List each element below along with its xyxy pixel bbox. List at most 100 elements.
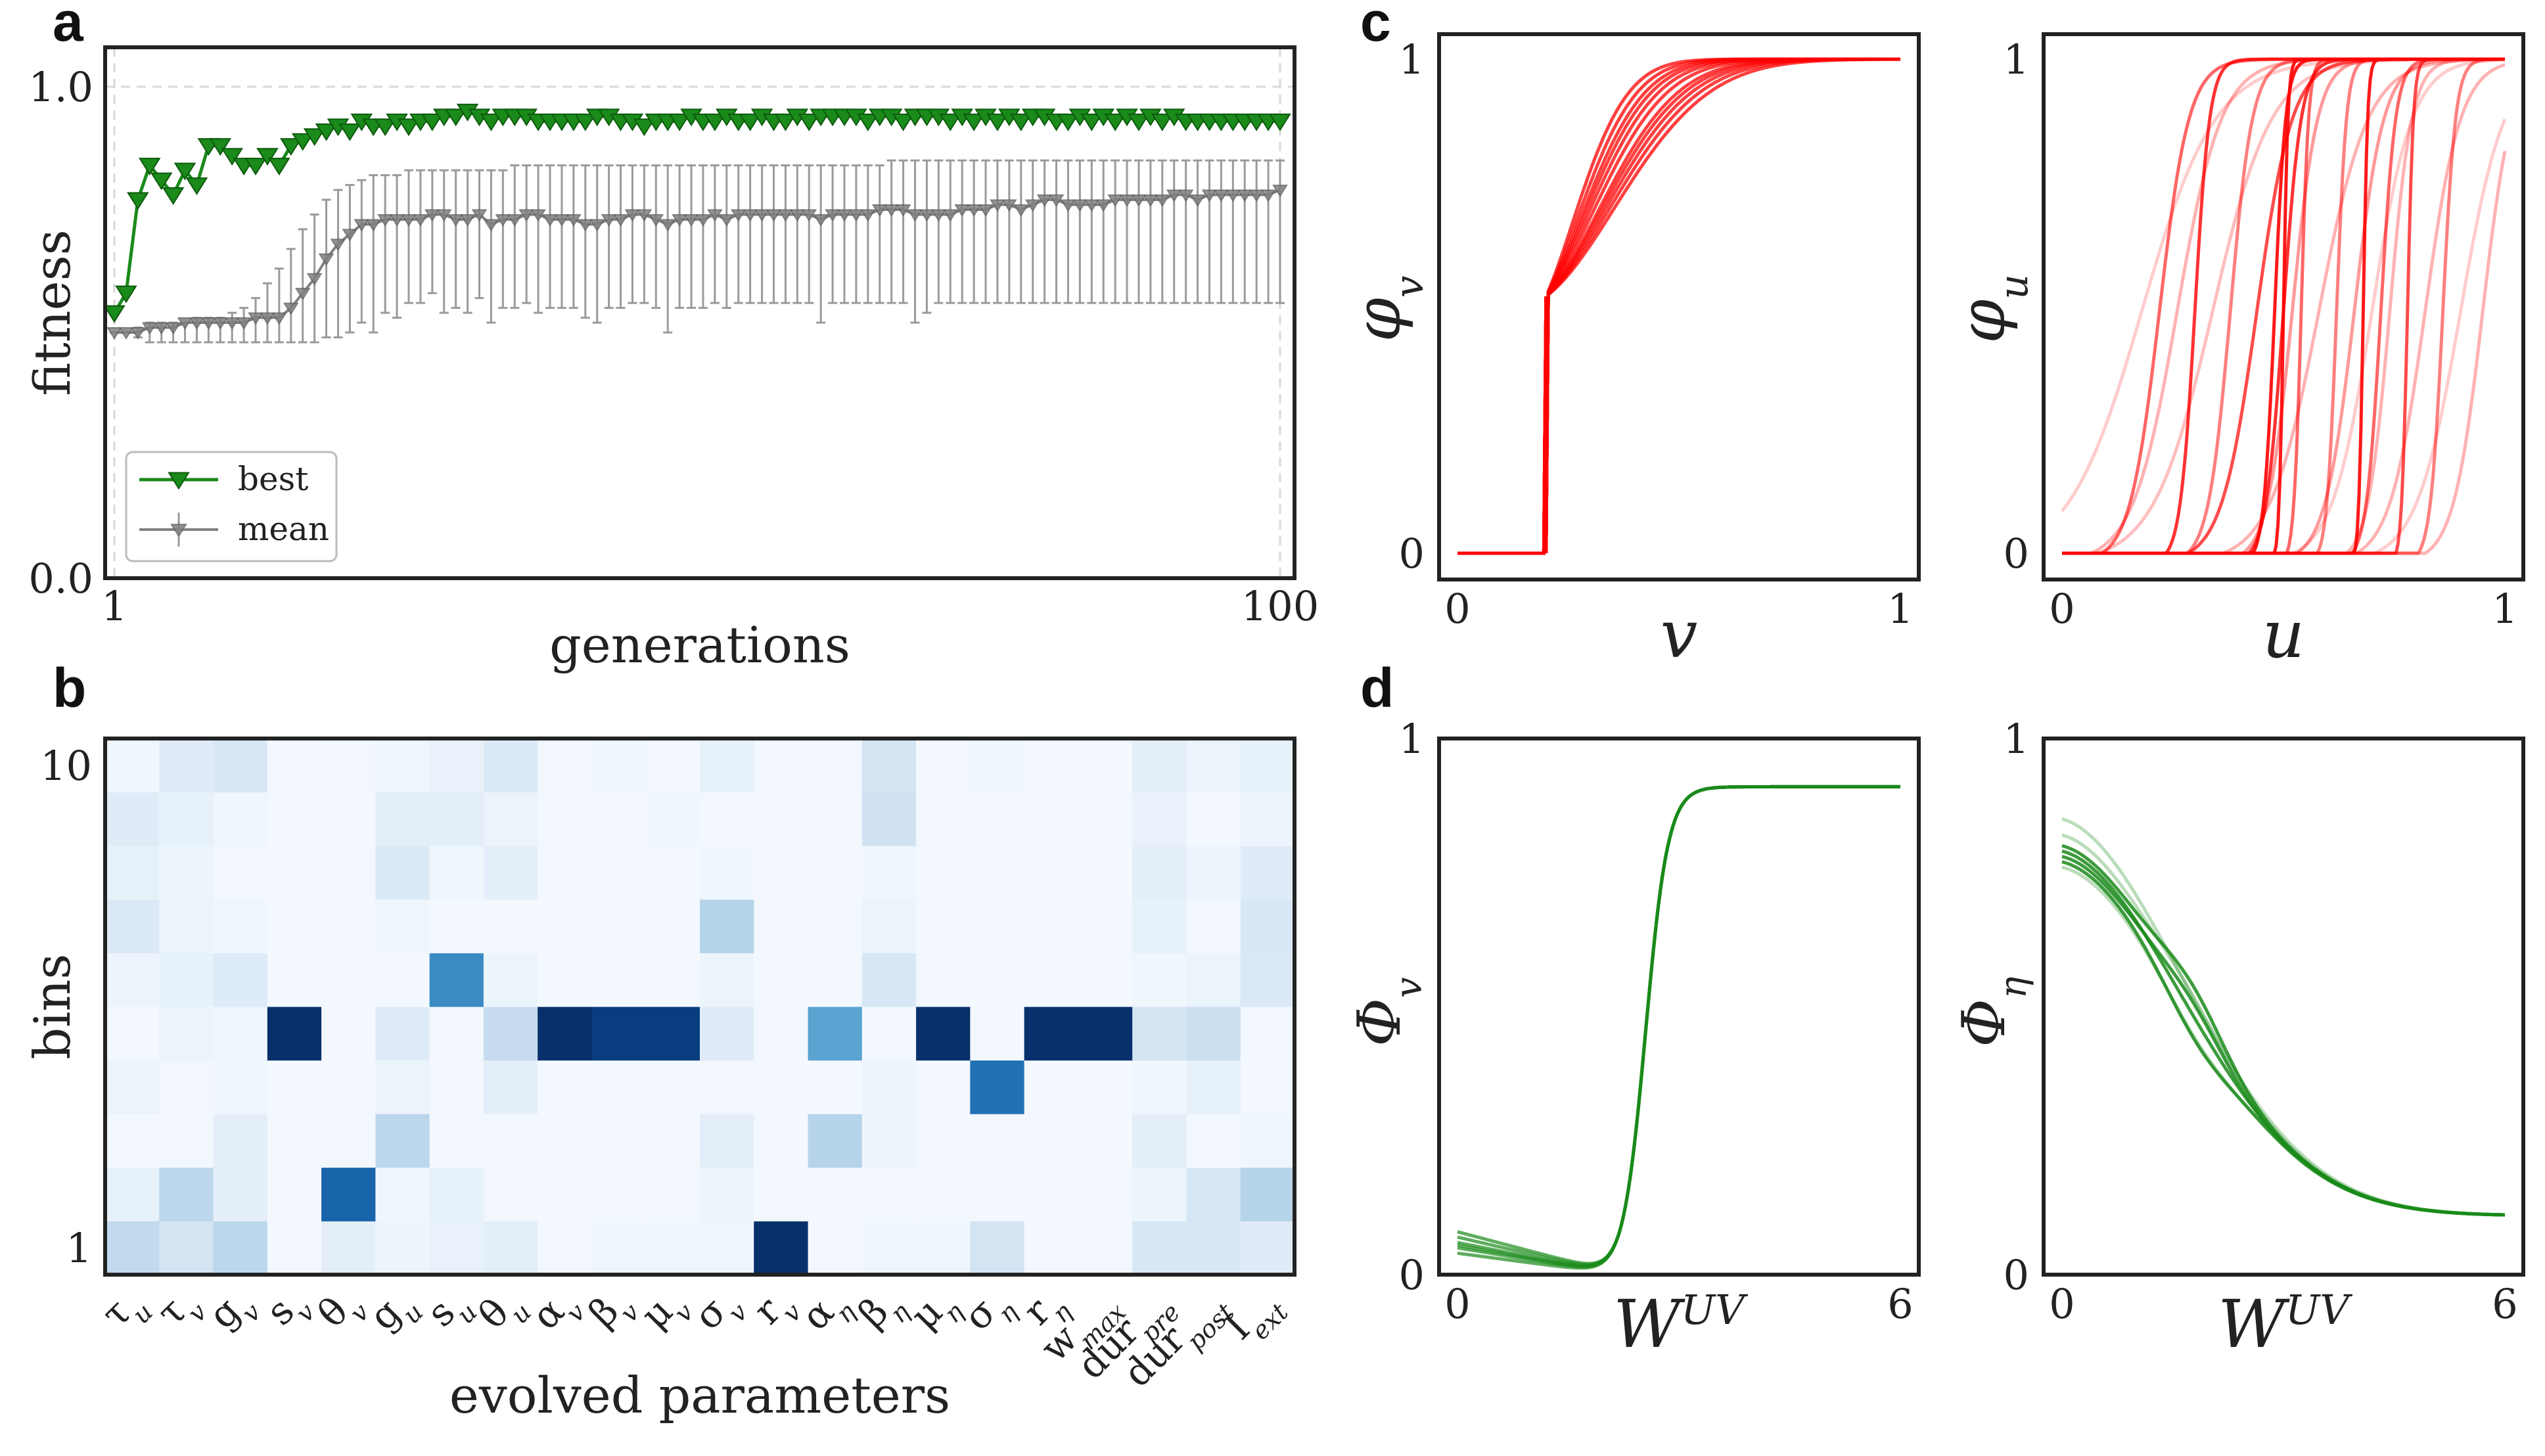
heatmap-cell xyxy=(700,1114,754,1168)
heatmap-cell xyxy=(1186,1114,1241,1168)
y-tick-label: 1.0 xyxy=(28,63,93,111)
y-tick-label: 10 xyxy=(40,742,92,790)
heatmap-cell xyxy=(645,1114,700,1168)
mean-marker xyxy=(283,302,299,315)
mean-marker xyxy=(554,214,570,227)
mean-marker xyxy=(224,317,240,330)
mean-marker xyxy=(566,214,582,227)
x-tick-label: 100 xyxy=(1241,582,1319,630)
mean-marker xyxy=(1036,194,1053,207)
mean-marker xyxy=(683,214,699,227)
heatmap-cell xyxy=(375,739,430,793)
x-tick-label: σv xyxy=(685,1278,754,1346)
best-marker xyxy=(127,192,149,210)
heatmap-cell xyxy=(1024,899,1079,953)
heatmap-cell xyxy=(267,1060,322,1114)
x-tick-label: Iext xyxy=(1216,1278,1295,1356)
heatmap-cell xyxy=(645,1221,700,1275)
heatmap-cell xyxy=(267,1167,322,1221)
Phi-eta-curve xyxy=(2061,865,2506,1217)
heatmap-cell xyxy=(429,739,484,793)
x-tick-label: θu xyxy=(470,1279,537,1346)
mean-marker xyxy=(507,214,523,227)
heatmap-cell xyxy=(1024,739,1079,793)
heatmap-cell xyxy=(970,1114,1025,1168)
heatmap-cell xyxy=(916,1060,971,1114)
best-marker xyxy=(421,113,444,131)
heatmap-cell xyxy=(700,1007,754,1061)
mean-marker xyxy=(1024,199,1041,212)
heatmap-cell xyxy=(1186,1060,1241,1114)
heatmap-cell xyxy=(375,1114,430,1168)
heatmap-cell xyxy=(861,899,917,953)
mean-marker xyxy=(624,209,641,222)
heatmap-cell xyxy=(1240,1114,1295,1168)
panel-d-Phi-v: 0 1 0 6 Φv WUV xyxy=(1345,715,1921,1363)
heatmap-cell xyxy=(916,953,971,1007)
x-tick-label: αv xyxy=(523,1278,591,1346)
mean-marker xyxy=(1048,194,1065,207)
x-axis-label: u xyxy=(2262,596,2304,673)
heatmap-cell xyxy=(591,792,647,846)
mean-marker xyxy=(542,214,558,227)
heatmap-cell xyxy=(213,953,268,1007)
heatmap-cell xyxy=(321,953,376,1007)
heatmap-cell xyxy=(321,899,376,953)
heatmap-cell xyxy=(213,1114,268,1168)
best-marker xyxy=(138,158,161,176)
phi-v-curve xyxy=(1457,57,1900,555)
heatmap-cell xyxy=(1240,953,1295,1007)
heatmap-cell xyxy=(808,1060,863,1114)
x-tick-label: αη xyxy=(793,1279,861,1347)
mean-marker xyxy=(1001,199,1017,212)
heatmap-cell xyxy=(213,846,268,900)
best-marker xyxy=(268,158,290,176)
Phi-v-curve xyxy=(1457,785,1900,1267)
heatmap-cell xyxy=(429,1167,484,1221)
heatmap-cell xyxy=(538,1114,592,1168)
x-tick-label: ση xyxy=(955,1279,1023,1347)
heatmap-cell xyxy=(267,1221,322,1275)
phi-v-curve xyxy=(1457,57,1900,555)
x-tick-label: gv xyxy=(200,1278,267,1345)
heatmap-cell xyxy=(700,1167,754,1221)
panel-c-phi-u: 0 1 0 1 φu u xyxy=(1946,32,2525,673)
mean-marker xyxy=(1084,199,1100,212)
y-tick-label: 0 xyxy=(2004,1251,2029,1299)
heatmap-cell xyxy=(861,792,917,846)
mean-marker xyxy=(718,214,735,227)
heatmap-cell xyxy=(1132,1221,1187,1275)
x-tick-label: 6 xyxy=(1887,1280,1913,1328)
mean-marker xyxy=(954,204,970,217)
heatmap-cell xyxy=(861,1114,917,1168)
best-marker xyxy=(398,118,420,137)
heatmap-cell xyxy=(375,1167,430,1221)
heatmap-cell xyxy=(1078,899,1133,953)
heatmap-cell xyxy=(375,1007,430,1061)
heatmap-cell xyxy=(159,739,214,793)
Phi-v-curve xyxy=(1457,785,1900,1265)
panel-c-phi-v: 0 1 0 1 φv v xyxy=(1341,32,1921,673)
x-tick-label: τv xyxy=(148,1278,212,1342)
mean-marker xyxy=(1237,189,1253,202)
Phi-v-curve xyxy=(1457,785,1900,1268)
best-marker xyxy=(857,113,879,131)
best-marker xyxy=(1057,113,1080,131)
axes-frame xyxy=(103,45,1296,580)
heatmap-cell xyxy=(645,1167,700,1221)
heatmap-cell xyxy=(538,846,592,900)
heatmap-cell xyxy=(754,1007,809,1061)
heatmap-cell xyxy=(483,1007,538,1061)
heatmap-cell xyxy=(700,953,754,1007)
x-tick-label: τu xyxy=(93,1279,158,1344)
heatmap-cell xyxy=(375,792,430,846)
phi-v-curve xyxy=(1457,57,1900,555)
heatmap-cell xyxy=(861,846,917,900)
best-marker xyxy=(244,158,267,176)
mean-marker xyxy=(153,322,170,335)
heatmap-cell xyxy=(1078,1221,1133,1275)
best-marker xyxy=(162,187,185,205)
mean-marker xyxy=(1095,199,1112,212)
heatmap-cell xyxy=(916,1007,971,1061)
best-marker xyxy=(256,148,279,166)
